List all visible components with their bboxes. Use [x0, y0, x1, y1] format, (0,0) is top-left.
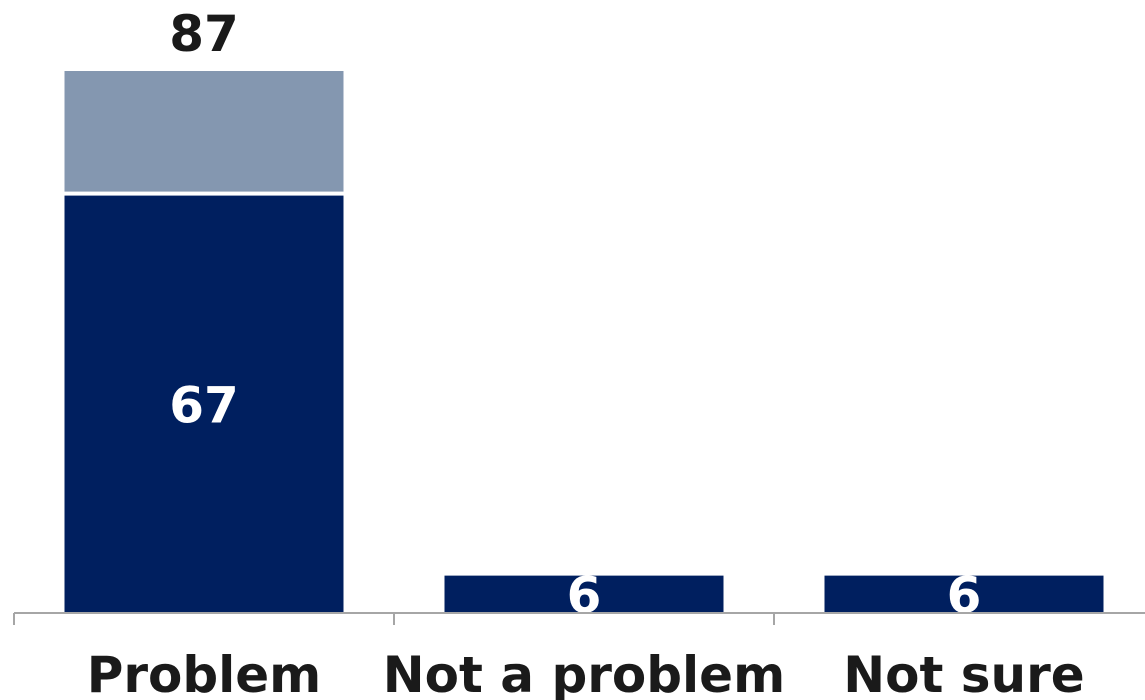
total-labels-layer: 87	[169, 5, 239, 63]
category-label: Not a problem	[383, 646, 785, 700]
x-axis	[13, 612, 1145, 625]
segment-labels-layer: 67 6 6	[169, 376, 981, 624]
bar-total-label: 87	[169, 5, 239, 63]
segment-value-label: 6	[947, 566, 982, 624]
category-label: Problem	[87, 646, 322, 700]
bar-segment	[64, 71, 344, 192]
segment-value-label: 6	[567, 566, 602, 624]
segment-value-label: 67	[169, 376, 239, 434]
bar-segment	[64, 195, 344, 613]
bar-segment	[824, 575, 1104, 613]
category-labels-layer: Problem Not a problem Not sure	[87, 646, 1085, 700]
bar-segment	[444, 575, 724, 613]
category-label: Not sure	[843, 646, 1084, 700]
bars-layer	[64, 71, 1104, 613]
